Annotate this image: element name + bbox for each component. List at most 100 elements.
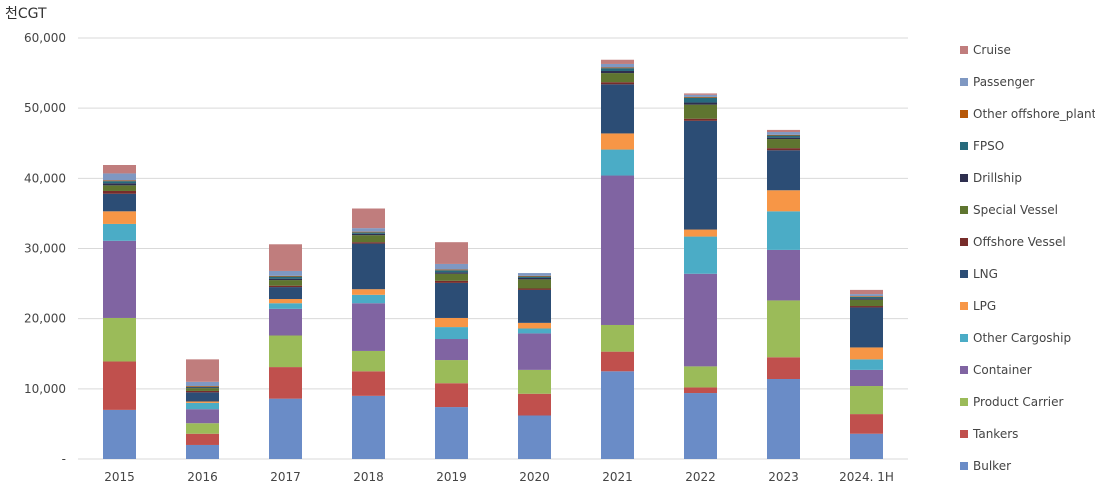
bar-segment [518, 333, 551, 370]
legend-item: Other Cargoship [960, 331, 1071, 345]
legend-item: Cruise [960, 43, 1011, 57]
legend-swatch [960, 46, 968, 54]
bar-segment [103, 190, 136, 194]
bar-segment [601, 324, 634, 352]
bar-segment [352, 243, 385, 290]
bar-segment [103, 240, 136, 318]
bar-segment [269, 287, 302, 300]
bar-segment [767, 211, 800, 250]
bar-segment [601, 59, 634, 64]
bar-segment [269, 308, 302, 336]
bar-segment [435, 383, 468, 408]
bar-segment [684, 273, 717, 367]
legend-label: Other offshore_plant [973, 107, 1095, 121]
bar-segment [269, 367, 302, 399]
bar-stack [186, 359, 219, 459]
bar-segment [767, 139, 800, 149]
bar-segment [518, 328, 551, 334]
bar-segment [103, 173, 136, 181]
bar-segment [186, 387, 219, 389]
bar-segment [767, 300, 800, 358]
bar-segment [601, 63, 634, 68]
bar-segment [767, 379, 800, 459]
bar-segment [103, 409, 136, 459]
bar-segment [518, 275, 551, 277]
bar-segment [352, 395, 385, 459]
bar-segment [435, 269, 468, 271]
bar-segment [767, 249, 800, 301]
bar-segment [601, 351, 634, 372]
x-tick-label: 2017 [270, 470, 301, 484]
bar-segment [352, 228, 385, 232]
y-axis-ticks: - 10,000 20,000 30,000 40,000 50,000 60,000 [24, 31, 66, 466]
bar-segment [352, 371, 385, 396]
bar-segment [435, 263, 468, 270]
legend-swatch [960, 302, 968, 310]
legend-label: Special Vessel [973, 203, 1058, 217]
bar-stacks [103, 59, 883, 459]
x-tick-label: 2019 [436, 470, 467, 484]
bar-segment [767, 132, 800, 135]
bar-segment [518, 279, 551, 289]
bar-segment [103, 317, 136, 362]
bar-segment [352, 233, 385, 236]
legend-swatch [960, 334, 968, 342]
legend-swatch [960, 430, 968, 438]
bar-segment [269, 270, 302, 276]
bar-segment [601, 133, 634, 150]
bar-segment [850, 359, 883, 370]
bar-segment [767, 148, 800, 151]
bar-segment [601, 149, 634, 176]
bar-segment [684, 94, 717, 97]
bar-segment [518, 415, 551, 459]
bar-segment [186, 402, 219, 410]
x-tick-label: 2020 [519, 470, 550, 484]
legend-swatch [960, 174, 968, 182]
bar-segment [435, 272, 468, 274]
legend-item: Tankers [960, 427, 1018, 441]
legend-swatch [960, 462, 968, 470]
legend-label: Drillship [973, 171, 1022, 185]
bar-segment [767, 134, 800, 136]
bar-segment [352, 242, 385, 244]
x-tick-label: 2018 [353, 470, 384, 484]
bar-segment [684, 393, 717, 459]
bar-segment [850, 369, 883, 387]
bar-segment [269, 278, 302, 281]
bar-stack [103, 165, 136, 459]
bar-segment [269, 285, 302, 288]
bar-segment [186, 359, 219, 382]
bar-segment [352, 232, 385, 234]
bar-segment [684, 118, 717, 121]
x-tick-label: 2021 [602, 470, 633, 484]
bar-segment [767, 129, 800, 133]
y-axis-unit-label: 천CGT [5, 6, 47, 22]
legend-label: Container [973, 363, 1032, 377]
bar-segment [684, 104, 717, 119]
bar-segment [767, 190, 800, 212]
bar-segment [186, 386, 219, 388]
bar-segment [435, 407, 468, 459]
legend-swatch [960, 270, 968, 278]
bar-segment [435, 317, 468, 328]
legend-swatch [960, 206, 968, 214]
bar-segment [435, 273, 468, 281]
bar-segment [518, 277, 551, 280]
bar-segment [269, 303, 302, 309]
legend-item: FPSO [960, 139, 1004, 153]
y-tick-label: 20,000 [24, 312, 66, 326]
bar-segment [850, 299, 883, 307]
bar-segment [103, 165, 136, 174]
legend: Cruise Passenger Other offshore_plant FPSO D… [960, 43, 1095, 473]
legend-swatch [960, 398, 968, 406]
bar-segment [850, 289, 883, 295]
bar-segment [601, 371, 634, 459]
bar-stack [601, 59, 634, 459]
bar-segment [186, 390, 219, 393]
legend-label: Product Carrier [973, 395, 1063, 409]
legend-swatch [960, 142, 968, 150]
x-tick-label: 2016 [187, 470, 218, 484]
y-tick-label: 50,000 [24, 101, 66, 115]
bar-segment [601, 68, 634, 71]
